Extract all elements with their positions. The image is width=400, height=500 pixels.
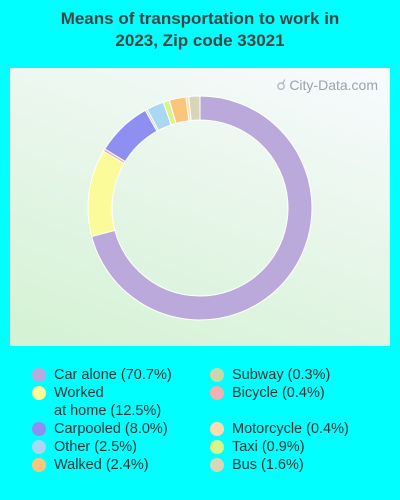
chart-title-line-2: 2023, Zip code 33021 (115, 31, 285, 50)
legend-label: Carpooled (8.0%) (54, 420, 168, 438)
donut-chart (87, 95, 313, 321)
legend-label-line: Carpooled (8.0%) (54, 421, 168, 437)
legend-label-line: Bicycle (0.4%) (232, 385, 325, 401)
legend-label: Motorcycle (0.4%) (232, 420, 349, 438)
legend-label: Worked at home (12.5%) (54, 384, 161, 420)
legend-label: Bicycle (0.4%) (232, 384, 325, 402)
legend-item-bus: Bus (1.6%) (210, 456, 304, 474)
legend-item-car-alone: Car alone (70.7%) (32, 366, 172, 384)
legend-label-line: Worked (54, 385, 104, 401)
legend-swatch (210, 458, 224, 472)
legend-swatch (210, 386, 224, 400)
legend-label: Car alone (70.7%) (54, 366, 172, 384)
legend-item-walked: Walked (2.4%) (32, 456, 149, 474)
legend-item-other: Other (2.5%) (32, 438, 137, 456)
legend-label: Other (2.5%) (54, 438, 137, 456)
legend-swatch (32, 368, 46, 382)
legend-swatch (32, 440, 46, 454)
legend-label-line: Motorcycle (0.4%) (232, 421, 349, 437)
legend-swatch (210, 440, 224, 454)
legend-item-bicycle: Bicycle (0.4%) (210, 384, 325, 402)
magnifier-icon: ☌ (276, 77, 287, 94)
legend-label-line: at home (12.5%) (54, 403, 162, 419)
legend-item-taxi: Taxi (0.9%) (210, 438, 305, 456)
legend-label-line: Car alone (70.7%) (54, 367, 172, 383)
legend-label: Bus (1.6%) (232, 456, 304, 474)
legend-swatch (32, 422, 46, 436)
donut-slice-car-alone (91, 95, 313, 321)
chart-title: Means of transportation to work in 2023,… (0, 8, 400, 52)
legend-swatch (32, 458, 46, 472)
legend-item-worked-at-home: Worked at home (12.5%) (32, 384, 161, 420)
donut-slice-bus (188, 95, 201, 121)
watermark-text: City-Data.com (289, 77, 378, 93)
legend-item-carpooled: Carpooled (8.0%) (32, 420, 168, 438)
legend-swatch (210, 368, 224, 382)
legend-label: Subway (0.3%) (232, 366, 330, 384)
donut-slice-worked-at-home (87, 150, 125, 238)
legend-label-line: Bus (1.6%) (232, 457, 304, 473)
watermark: ☌ City-Data.com (276, 76, 378, 94)
legend-label: Walked (2.4%) (54, 456, 149, 474)
legend-label-line: Other (2.5%) (54, 439, 137, 455)
legend-label: Taxi (0.9%) (232, 438, 305, 456)
chart-title-line-1: Means of transportation to work in (60, 9, 340, 28)
legend-label-line: Subway (0.3%) (232, 367, 331, 383)
legend-swatch (210, 422, 224, 436)
legend-item-subway: Subway (0.3%) (210, 366, 330, 384)
legend-label-line: Taxi (0.9%) (232, 439, 305, 455)
legend-item-motorcycle: Motorcycle (0.4%) (210, 420, 349, 438)
chart-panel: ☌ City-Data.com (10, 68, 390, 346)
legend-label-line: Walked (2.4%) (54, 457, 149, 473)
legend-swatch (32, 386, 46, 400)
